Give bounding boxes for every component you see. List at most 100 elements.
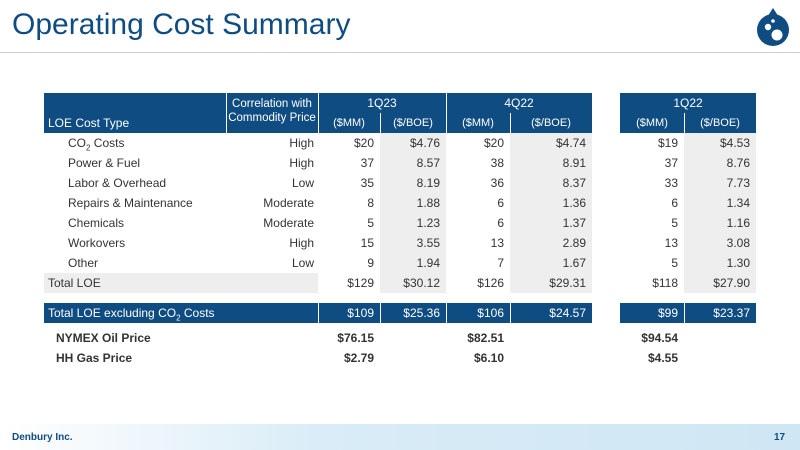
hh-gas-label: HH Gas Price	[56, 351, 133, 365]
cost-value: 36	[490, 176, 504, 190]
unit-header-3: ($MM)	[446, 113, 510, 133]
period-1q22: 1Q22	[620, 93, 756, 113]
cost-value: 6	[497, 216, 504, 230]
table-row: CO2 Costs High $20 $4.76 $20 $4.74 $19 $4.53	[44, 133, 756, 153]
total-ex-value: $109	[318, 303, 380, 323]
unit-header-6: ($/BOE)	[684, 113, 756, 133]
col-header-cost-type: LOE Cost Type	[48, 116, 130, 130]
total-loe-ex-co2-label: Total LOE excluding CO2 Costs	[44, 303, 318, 323]
total-ex-label-main: Total LOE excluding CO	[48, 306, 177, 320]
cost-type-label-main: Workovers	[68, 236, 126, 250]
cost-value: 9	[367, 256, 374, 270]
cost-value: 8.91	[510, 153, 592, 173]
cost-value: $4.76	[380, 133, 446, 153]
cost-value: 1.23	[380, 213, 446, 233]
cost-value: $20	[483, 136, 504, 150]
price-row-nymex: NYMEX Oil Price $76.15 $82.51 $94.54	[44, 328, 756, 348]
header-separator	[226, 93, 227, 133]
total-ex-separator	[446, 303, 447, 323]
col-header-correlation-line2: Commodity Price	[228, 112, 316, 124]
cost-value: 37	[664, 156, 678, 170]
cost-value: 8.57	[380, 153, 446, 173]
cost-value: 33	[664, 176, 678, 190]
cost-value: 1.30	[684, 253, 756, 273]
table-row: Power & Fuel High 37 8.57 38 8.91 37 8.76	[44, 153, 756, 173]
correlation-value: High	[289, 236, 314, 250]
cost-type-label-main: Other	[68, 256, 99, 270]
cost-type-label-main: CO	[68, 136, 86, 150]
total-ex-value: $106	[446, 303, 510, 323]
cost-value: 35	[360, 176, 374, 190]
cost-value: 5	[671, 256, 678, 270]
total-loe-value: $27.90	[684, 273, 756, 293]
cost-type-label: CO2 Costs	[44, 133, 226, 153]
price-row-hh-gas: HH Gas Price $2.79 $6.10 $4.55	[44, 348, 756, 368]
cost-value: 1.88	[380, 193, 446, 213]
total-ex-separator	[318, 303, 319, 323]
cost-value: $4.74	[510, 133, 592, 153]
unit-header-4: ($/BOE)	[510, 113, 592, 133]
footer-band	[0, 424, 800, 450]
hh-gas-value: $2.79	[343, 351, 374, 365]
cost-type-label: Repairs & Maintenance	[44, 193, 226, 213]
cost-value: 5	[671, 216, 678, 230]
total-loe-row: Total LOE $129 $30.12 $126 $29.31 $118 $…	[44, 273, 756, 293]
cost-value: $20	[353, 136, 374, 150]
table-row: Workovers High 15 3.55 13 2.89 13 3.08	[44, 233, 756, 253]
total-loe-value: $30.12	[380, 273, 446, 293]
cost-value: $4.53	[684, 133, 756, 153]
cost-value: 1.34	[684, 193, 756, 213]
table-row: Labor & Overhead Low 35 8.19 36 8.37 33 7.73	[44, 173, 756, 193]
cost-value: 1.94	[380, 253, 446, 273]
cost-type-label: Chemicals	[44, 213, 226, 233]
correlation-value: Moderate	[263, 196, 314, 210]
total-loe-corr	[226, 273, 318, 293]
cost-type-label-main: Chemicals	[68, 216, 125, 230]
cost-value: 8	[367, 196, 374, 210]
header-separator	[510, 113, 511, 133]
page-title: Operating Cost Summary	[12, 8, 351, 41]
cost-value: 3.55	[380, 233, 446, 253]
total-ex-separator	[380, 303, 381, 323]
unit-header-5: ($MM)	[620, 113, 684, 133]
cost-value: 1.16	[684, 213, 756, 233]
cost-value: 1.67	[510, 253, 592, 273]
cost-value: 6	[497, 196, 504, 210]
cost-value: 15	[360, 236, 374, 250]
table-row: Other Low 9 1.94 7 1.67 5 1.30	[44, 253, 756, 273]
correlation-value: Low	[291, 256, 314, 270]
nymex-oil-value: $94.54	[641, 331, 678, 345]
hh-gas-value: $4.55	[647, 351, 678, 365]
title-divider	[0, 52, 800, 53]
nymex-oil-value: $76.15	[337, 331, 374, 345]
cost-value: $19	[657, 136, 678, 150]
header-label-bg	[44, 93, 226, 133]
total-loe-value: $118	[652, 276, 678, 290]
total-ex-value: $99	[620, 303, 684, 323]
cost-value: 3.08	[684, 233, 756, 253]
cost-value: 5	[367, 216, 374, 230]
water-drop-logo-icon	[757, 8, 789, 46]
cost-value: 8.19	[380, 173, 446, 193]
page-number: 17	[774, 432, 786, 443]
period-1q23: 1Q23	[318, 93, 446, 113]
total-ex-separator	[684, 303, 685, 323]
cost-value: 8.76	[684, 153, 756, 173]
correlation-value: High	[289, 156, 314, 170]
cost-type-label-main: Power & Fuel	[68, 156, 141, 170]
total-loe-ex-co2-row: Total LOE excluding CO2 Costs $109 $25.3…	[44, 303, 756, 323]
cost-value: 1.37	[510, 213, 592, 233]
total-ex-separator	[510, 303, 511, 323]
correlation-value: High	[289, 136, 314, 150]
cost-value: 6	[671, 196, 678, 210]
cost-value: 2.89	[510, 233, 592, 253]
total-ex-label-tail: Costs	[180, 306, 215, 320]
header-corr-bg	[226, 93, 318, 133]
cost-value: 1.36	[510, 193, 592, 213]
hh-gas-value: $6.10	[473, 351, 504, 365]
cost-type-label-sub: 2	[86, 143, 91, 153]
cost-value: 13	[490, 236, 504, 250]
header-separator	[318, 93, 319, 133]
total-loe-value: $126	[477, 276, 504, 290]
cost-type-label: Other	[44, 253, 226, 273]
